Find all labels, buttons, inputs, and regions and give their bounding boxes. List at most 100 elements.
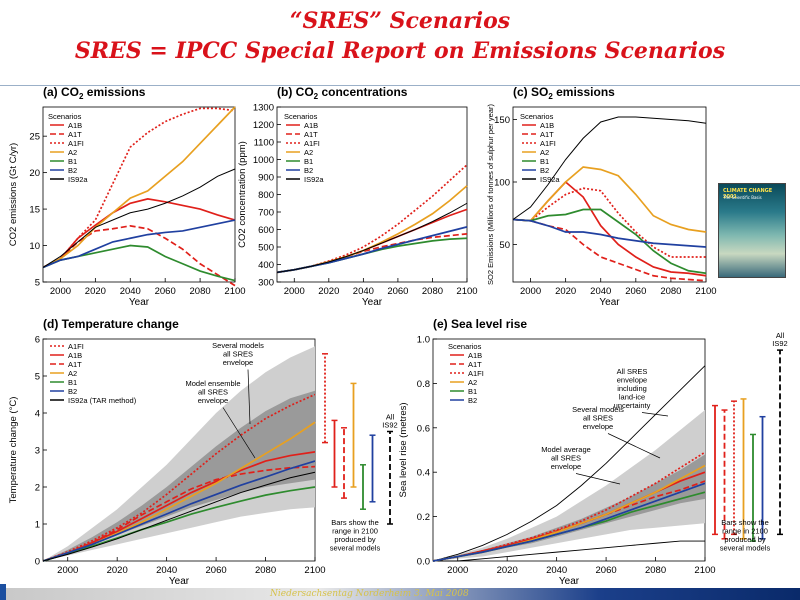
sea_level_rise-ylabel: Sea level rise (metres): [398, 402, 409, 497]
so2_emissions-ylabel: SO2 Emissions (Millions of tonnes of sul…: [486, 104, 495, 285]
temperature_change-xtick-label: 2060: [206, 565, 227, 576]
so2_emissions-xtick-label: 2040: [590, 286, 611, 297]
series-a1t: [42, 465, 316, 562]
co2_concentrations-ytick-label: 700: [258, 208, 274, 219]
co2_concentrations-legend-label: A1T: [304, 130, 318, 139]
co2_concentrations-title: (b) CO2 concentrations: [277, 85, 408, 101]
co2_concentrations-xtick-label: 2100: [456, 286, 477, 297]
temperature_change-annotation-pointer: [247, 369, 251, 425]
series-a1fi: [42, 107, 236, 269]
temperature_change-bar-label: All IS92: [382, 413, 397, 430]
so2_emissions-legend-label: A2: [540, 148, 549, 157]
sea_level_rise-ytick-label: 0.6: [417, 423, 430, 434]
co2_emissions-ytick-label: 25: [29, 132, 40, 143]
so2_emissions-xtick-label: 2100: [695, 286, 716, 297]
co2_concentrations-ytick-label: 300: [258, 278, 274, 289]
temperature_change-annotation-pointer: [222, 407, 256, 459]
temperature_change-ytick-label: 1: [35, 520, 40, 531]
sea_level_rise-annotation-pointer: [575, 473, 621, 485]
co2_concentrations-chart: (b) CO2 concentrations 2000 2020 2040 2060 20…: [237, 85, 478, 308]
series-b2: [512, 218, 707, 248]
temperature_change-ytick-label: 6: [35, 335, 40, 346]
series-a2: [512, 166, 707, 233]
co2_emissions-ytick-label: 15: [29, 205, 40, 216]
co2_concentrations-xtick-label: 2040: [353, 286, 374, 297]
sea_level_rise-ytick-label: 0.0: [417, 557, 430, 568]
sea_level_rise-ytick-label: 0.2: [417, 512, 430, 523]
co2_concentrations-ytick-label: 600: [258, 225, 274, 236]
sea_level_rise-envelope-outer: [433, 410, 705, 561]
sea_level_rise-title: (e) Sea level rise: [433, 317, 527, 331]
sea_level_rise-legend-label: B2: [468, 396, 477, 405]
temperature_change-annotation: Several models all SRES envelope: [212, 341, 264, 367]
temperature_change-ytick-label: 3: [35, 446, 40, 457]
sea_level_rise-xtick-label: 2060: [596, 565, 617, 576]
figure-panels: (a) CO2 emissions 2000 2020 2040 2060 2080 210…: [8, 85, 788, 587]
temperature_change-bars-note: Bars show the range in 2100 produced by sev…: [330, 518, 381, 553]
co2_emissions-ytick-label: 5: [35, 278, 40, 289]
sea_level_rise-bar-label: All IS92: [772, 331, 787, 348]
sea_level_rise-annotation: Several models all SRES envelope: [572, 405, 624, 431]
temperature_change-xtick-label: 2020: [107, 565, 128, 576]
co2_concentrations-plot-area: [276, 106, 468, 283]
temperature_change-xtick-label: 2080: [255, 565, 276, 576]
so2_emissions-ytick-label: 150: [494, 115, 510, 126]
sea_level_rise-legend-label: A1B: [468, 351, 482, 360]
co2_emissions-xtick-label: 2040: [120, 286, 141, 297]
so2_emissions-title: (c) SO2 emissions: [513, 85, 615, 101]
report-cover-image: CLIMATE CHANGE 2001 The Scientific Basis: [718, 183, 786, 278]
co2_emissions-legend-label: A1T: [68, 130, 82, 139]
temperature_change-envelope-outer: [43, 346, 315, 561]
sea_level_rise-legend-label: B1: [468, 387, 477, 396]
slide-subtitle: SRES = IPCC Special Report on Emissions …: [74, 38, 726, 64]
co2_emissions-xtick-label: 2060: [155, 286, 176, 297]
series-b1: [512, 208, 707, 275]
temperature_change-xtick-label: 2040: [156, 565, 177, 576]
temperature_change-annotation: Model ensemble all SRES envelope: [185, 379, 240, 405]
co2_emissions-xtick-label: 2100: [224, 286, 245, 297]
co2_emissions-title: (a) CO2 emissions: [43, 85, 146, 101]
sea_level_rise-legend-title: Scenarios: [448, 342, 482, 351]
so2_emissions-xtick-label: 2060: [625, 286, 646, 297]
temperature_change-legend-label: A1T: [68, 360, 82, 369]
so2_emissions-legend-label: B2: [540, 166, 549, 175]
sea_level_rise-xtick-label: 2080: [645, 565, 666, 576]
sea_level_rise-xtick-label: 2100: [694, 565, 715, 576]
so2_emissions-xtick-label: 2080: [660, 286, 681, 297]
co2_concentrations-xtick-label: 2020: [318, 286, 339, 297]
sea_level_rise-bars-note: Bars show the range in 2100 produced by sev…: [720, 518, 771, 553]
sea_level_rise-envelope-inner: [433, 454, 705, 561]
temperature_change-xtick-label: 2000: [57, 565, 78, 576]
co2_emissions-legend-title: Scenarios: [48, 112, 82, 121]
sea_level_rise-xtick-label: 2040: [546, 565, 567, 576]
co2_emissions-ylabel: CO2 emissions (Gt C/yr): [8, 143, 19, 246]
co2_concentrations-legend-label: B1: [304, 157, 313, 166]
sea_level_rise-xlabel: Year: [559, 576, 580, 587]
co2_emissions-ytick-label: 20: [29, 168, 40, 179]
co2_concentrations-xtick-label: 2080: [422, 286, 443, 297]
co2_emissions-legend-label: A1FI: [68, 139, 84, 148]
series-a1fi: [512, 187, 706, 258]
co2_emissions-legend-label: A1B: [68, 121, 82, 130]
series-b2: [432, 482, 706, 562]
co2_concentrations-xtick-label: 2060: [387, 286, 408, 297]
temperature_change-legend-label: B1: [68, 378, 77, 387]
co2_emissions-xtick-label: 2000: [50, 286, 71, 297]
sea_level_rise-ytick-label: 0.4: [417, 468, 430, 479]
co2_concentrations-ylabel: CO2 concentration (ppm): [237, 141, 248, 248]
so2_emissions-xtick-label: 2020: [555, 286, 576, 297]
sea_level_rise-ytick-label: 1.0: [417, 335, 430, 346]
sea_level_rise-annotation: Model average all SRES envelope: [541, 445, 591, 471]
sea_level_rise-xtick-label: 2000: [447, 565, 468, 576]
so2_emissions-legend-label: A1T: [540, 130, 554, 139]
temperature_change-legend-label: A1FI: [68, 342, 84, 351]
co2_concentrations-ytick-label: 1000: [253, 155, 274, 166]
series-b1: [42, 486, 316, 562]
so2_emissions-chart: (c) SO2 emissions 2000 2020 2040 2060 2080 210…: [486, 85, 717, 308]
title-divider: [0, 85, 800, 86]
temperature_change-legend-label: A2: [68, 369, 77, 378]
series-is92a: [42, 168, 236, 268]
sea_level_rise-annotation-pointer: [641, 412, 669, 417]
temperature_change-xtick-label: 2100: [304, 565, 325, 576]
